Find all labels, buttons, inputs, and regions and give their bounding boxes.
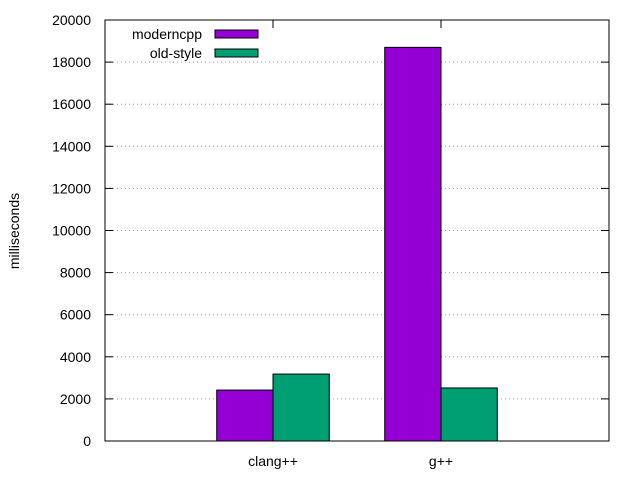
legend: moderncpp old-style [132,26,259,61]
y-tick-label: 8000 [60,265,91,281]
legend-label: old-style [150,45,202,61]
y-tick-label: 0 [83,433,91,449]
y-tick-label: 2000 [60,391,91,407]
bars [216,46,498,442]
bar-old-style-g++ [440,387,498,442]
y-tick-label: 18000 [52,54,91,70]
axis-ticks [105,19,609,442]
legend-label: moderncpp [132,26,202,42]
bar-moderncpp-clang++ [216,389,274,442]
y-tick-label: 20000 [52,12,91,28]
y-tick-label: 10000 [52,223,91,239]
x-tick-label: clang++ [248,453,298,469]
x-tick-labels: clang++ g++ [248,453,453,469]
y-tick-label: 16000 [52,96,91,112]
y-tick-labels: 0 2000 4000 6000 8000 10000 12000 14000 16000 180… [52,12,91,449]
y-tick-label: 4000 [60,349,91,365]
y-axis-label: milliseconds [6,193,22,269]
legend-swatch [214,29,259,39]
y-tick-label: 14000 [52,138,91,154]
y-tick-label: 6000 [60,307,91,323]
grid-lines [105,61,609,400]
bar-moderncpp-g++ [384,46,442,442]
x-tick-label: g++ [429,453,453,469]
legend-swatch [214,48,259,58]
bar-old-style-clang++ [272,373,330,442]
y-tick-label: 12000 [52,180,91,196]
